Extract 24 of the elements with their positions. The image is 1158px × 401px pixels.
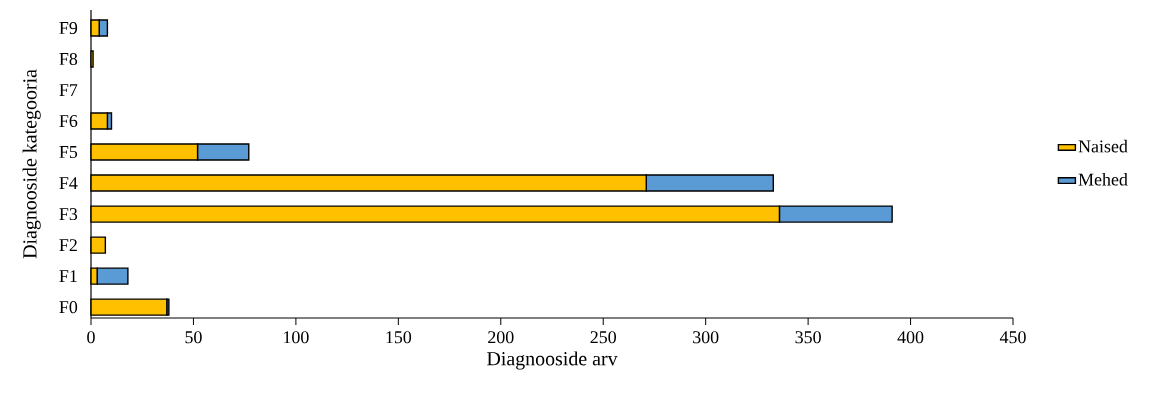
y-tick-label: F6 <box>59 115 78 128</box>
y-tick-label: F7 <box>59 84 78 96</box>
x-tick-label: 450 <box>999 331 1026 344</box>
x-tick-label: 300 <box>693 331 719 344</box>
x-tick-label: 400 <box>897 331 924 344</box>
y-axis-title: Diagnooside kategooria <box>22 69 41 259</box>
x-tick-label: 100 <box>284 331 309 344</box>
legend-label: Mehed <box>1078 172 1128 186</box>
x-axis-title: Diagnooside arv <box>487 351 618 370</box>
legend-label: Naised <box>1078 139 1128 153</box>
y-tick-label: F3 <box>59 208 78 221</box>
y-tick-label: F8 <box>59 52 78 66</box>
x-tick-label: 150 <box>386 331 412 344</box>
x-tick-label: 0 <box>87 331 95 344</box>
x-tick-label: 200 <box>488 331 514 344</box>
x-tick-label: 350 <box>795 331 821 344</box>
x-tick-label: 250 <box>590 331 616 344</box>
y-tick-label: F9 <box>59 21 78 34</box>
x-tick-label: 50 <box>185 331 202 344</box>
y-tick-label: F1 <box>59 270 77 283</box>
y-tick-label: F0 <box>59 301 78 314</box>
y-tick-label: F4 <box>59 177 78 189</box>
y-tick-label: F5 <box>59 146 78 159</box>
y-tick-label: F2 <box>59 239 77 252</box>
